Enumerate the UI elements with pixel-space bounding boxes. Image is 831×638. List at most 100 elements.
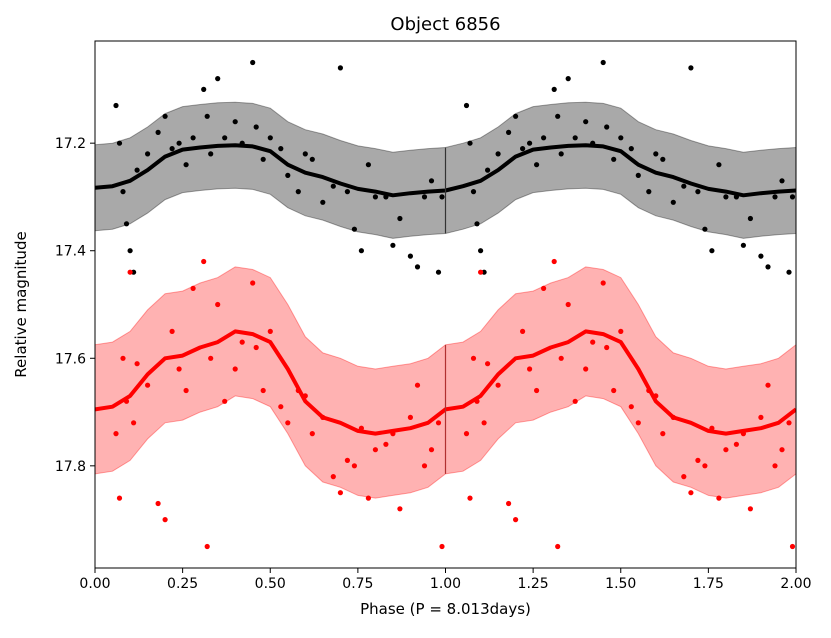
red-band-point xyxy=(253,344,259,351)
red-band-point xyxy=(309,431,315,437)
x-axis-label: Phase (P = 8.013days) xyxy=(360,600,531,618)
black-band-point xyxy=(372,194,378,200)
red-band-point xyxy=(428,447,435,453)
black-band-point xyxy=(702,226,708,232)
black-band-point xyxy=(527,140,533,146)
red-band-point xyxy=(278,404,284,410)
red-band-point xyxy=(611,387,617,394)
black-band-point xyxy=(344,189,350,195)
red-band-point xyxy=(190,285,196,291)
red-band-point xyxy=(351,463,357,469)
black-band-point xyxy=(583,119,589,125)
red-band-point xyxy=(604,344,610,351)
red-band-point xyxy=(463,431,470,437)
x-tick-label: 1.00 xyxy=(430,576,461,592)
black-band-point xyxy=(358,248,364,254)
black-band-point xyxy=(204,113,210,119)
red-band-point xyxy=(786,420,792,426)
black-band-point xyxy=(558,151,564,157)
black-band-point xyxy=(660,156,666,162)
black-band-point xyxy=(397,215,403,222)
red-band-point xyxy=(397,506,403,512)
black-band-point xyxy=(555,113,561,119)
black-band-point xyxy=(320,199,326,205)
black-band-point xyxy=(250,59,256,66)
red-band-point xyxy=(267,328,273,334)
red-band-point xyxy=(155,500,161,507)
red-band-point xyxy=(600,280,606,286)
black-band-point xyxy=(786,269,792,275)
x-tick-label: 1.50 xyxy=(605,576,636,592)
black-band-point xyxy=(435,269,442,275)
red-band-point xyxy=(120,355,126,361)
y-tick-label: 17.4 xyxy=(55,244,86,260)
black-band-point xyxy=(428,178,435,184)
red-band-point xyxy=(716,495,722,501)
red-band-point xyxy=(467,495,473,501)
red-band-point xyxy=(222,398,228,404)
red-band-point xyxy=(145,382,151,388)
y-tick-label: 17.6 xyxy=(55,351,86,367)
black-band-point xyxy=(740,242,747,248)
black-band-point xyxy=(127,248,133,254)
y-axis-label: Relative magnitude xyxy=(12,231,30,377)
red-band-point xyxy=(372,447,378,453)
points-layer xyxy=(113,59,796,550)
black-band-point xyxy=(169,146,175,152)
black-band-point xyxy=(495,151,501,157)
red-band-point xyxy=(421,463,428,469)
black-band-point xyxy=(779,178,785,184)
x-tick-label: 0.75 xyxy=(342,576,373,592)
x-tick-label: 0.00 xyxy=(79,576,110,592)
black-band-point xyxy=(222,135,228,141)
red-band-point xyxy=(162,517,168,523)
black-band-point xyxy=(260,156,266,162)
red-band-point xyxy=(201,258,207,265)
black-band-point xyxy=(772,194,778,200)
black-band-point xyxy=(695,189,701,195)
red-band-point xyxy=(481,420,487,426)
black-band-point xyxy=(145,151,151,157)
black-band-point xyxy=(565,76,571,82)
red-band-point xyxy=(506,500,512,507)
red-band-point xyxy=(407,414,413,420)
black-band-point xyxy=(470,189,477,195)
red-band-point xyxy=(688,490,694,496)
red-band-point xyxy=(758,414,764,420)
red-band-point xyxy=(565,301,571,308)
x-tick-label: 1.25 xyxy=(518,576,549,592)
black-band-point xyxy=(758,253,764,259)
black-band-point xyxy=(215,76,221,82)
black-band-point xyxy=(534,162,540,168)
black-band-point xyxy=(485,167,491,173)
black-band-point xyxy=(414,264,421,270)
black-band-point xyxy=(267,135,273,141)
red-band-point xyxy=(344,457,350,463)
red-band-point xyxy=(478,269,484,275)
red-band-point xyxy=(204,543,210,550)
black-band-point xyxy=(513,113,519,119)
black-band-point xyxy=(604,124,610,130)
black-band-point xyxy=(723,194,729,200)
black-band-point xyxy=(330,183,336,189)
red-band-point xyxy=(470,355,477,361)
black-band-point xyxy=(600,59,606,66)
black-band-point xyxy=(407,253,413,259)
red-band-point xyxy=(176,366,182,372)
black-band-point xyxy=(688,65,694,71)
black-band-point xyxy=(635,172,641,178)
black-band-point xyxy=(253,124,259,130)
red-band-point xyxy=(572,398,578,404)
red-band-point xyxy=(439,543,445,550)
red-band-point xyxy=(702,463,708,469)
red-band-point xyxy=(260,387,266,394)
red-band-point xyxy=(590,339,596,345)
black-band-point xyxy=(551,86,557,92)
black-band-point xyxy=(309,156,315,162)
black-band-point xyxy=(421,194,428,200)
x-tick-label: 0.50 xyxy=(255,576,286,592)
red-band-point xyxy=(628,404,634,410)
red-band-point xyxy=(551,258,557,265)
black-band-point xyxy=(190,135,196,141)
red-band-point xyxy=(285,420,291,426)
